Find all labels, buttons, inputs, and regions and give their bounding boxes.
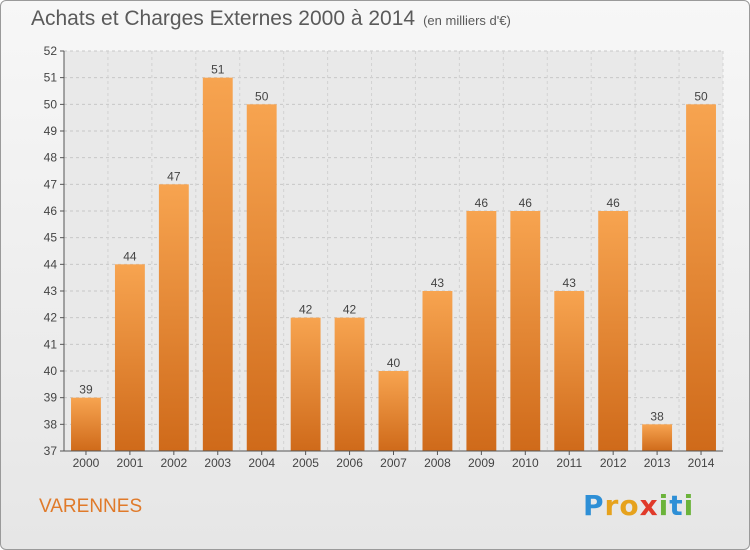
- data-label-2008: 43: [431, 276, 445, 290]
- data-label-2007: 40: [387, 356, 401, 370]
- bar-2009: [466, 211, 497, 451]
- data-label-2006: 42: [343, 303, 357, 317]
- y-tick-label: 52: [44, 44, 58, 58]
- y-tick-label: 48: [44, 151, 58, 165]
- bar-2003: [202, 77, 233, 452]
- bar-chart: 39 44 47 51 50 42 42 40 43 46 46 43 46 38 50 37 38 39 40 4…: [44, 44, 724, 470]
- x-tick-label-2003: 2003: [204, 456, 231, 470]
- x-tick-label-2002: 2002: [160, 456, 187, 470]
- y-tick-label: 49: [44, 124, 58, 138]
- data-label-2012: 46: [606, 196, 620, 210]
- bar-2004: [246, 104, 277, 451]
- bar-2013: [642, 424, 673, 451]
- x-tick-label-2014: 2014: [688, 456, 715, 470]
- y-tick-label: 44: [44, 257, 58, 271]
- bar-2007: [378, 371, 409, 451]
- x-tick-label-2008: 2008: [424, 456, 451, 470]
- y-tick-label: 42: [44, 311, 58, 325]
- y-tick-label: 38: [44, 417, 58, 431]
- chart-unit: (en milliers d'€): [423, 13, 511, 28]
- y-tick-label: 41: [44, 337, 58, 351]
- bar-2014: [686, 104, 716, 451]
- y-tick-label: 37: [44, 444, 58, 458]
- x-tick-label-2001: 2001: [117, 456, 144, 470]
- data-label-2010: 46: [519, 196, 533, 210]
- x-tick-label-2005: 2005: [292, 456, 319, 470]
- town-name: VARENNES: [39, 496, 143, 517]
- x-tick-label-2010: 2010: [512, 456, 539, 470]
- x-tick-label-2009: 2009: [468, 456, 495, 470]
- bar-2002: [158, 184, 189, 452]
- bar-2001: [114, 264, 145, 451]
- data-label-2000: 39: [79, 383, 93, 397]
- y-tick-label: 51: [44, 71, 58, 85]
- data-label-2011: 43: [563, 276, 577, 290]
- data-label-2005: 42: [299, 303, 313, 317]
- data-label-2009: 46: [475, 196, 489, 210]
- bar-2010: [510, 211, 541, 451]
- bar-2008: [422, 291, 453, 451]
- y-tick-label: 47: [44, 177, 58, 191]
- bar-2005: [290, 317, 321, 451]
- data-label-2013: 38: [650, 409, 664, 423]
- y-tick-label: 43: [44, 284, 58, 298]
- data-label-2001: 44: [123, 249, 137, 263]
- bar-2000: [71, 397, 101, 451]
- x-tick-label-2012: 2012: [600, 456, 627, 470]
- chart-title-text: Achats et Charges Externes 2000 à 2014: [31, 7, 416, 30]
- proxiti-logo: Proxiti: [583, 489, 695, 522]
- data-label-2014: 50: [694, 89, 708, 103]
- y-tick-label: 40: [44, 364, 58, 378]
- y-tick-label: 45: [44, 231, 58, 245]
- x-tick-label-2011: 2011: [556, 456, 582, 470]
- data-label-2004: 50: [255, 89, 269, 103]
- y-tick-label: 39: [44, 391, 58, 405]
- y-tick-label: 50: [44, 97, 58, 111]
- x-tick-label-2004: 2004: [248, 456, 275, 470]
- bar-2012: [598, 211, 629, 451]
- bar-2006: [334, 317, 365, 451]
- x-tick-label-2013: 2013: [644, 456, 671, 470]
- data-label-2002: 47: [167, 169, 181, 183]
- y-tick-label: 46: [44, 204, 58, 218]
- x-tick-label-2006: 2006: [336, 456, 363, 470]
- x-tick-label-2000: 2000: [73, 456, 100, 470]
- bar-2011: [554, 291, 585, 451]
- x-tick-label-2007: 2007: [380, 456, 407, 470]
- data-label-2003: 51: [211, 63, 225, 77]
- chart-title: Achats et Charges Externes 2000 à 2014 (e…: [31, 7, 511, 31]
